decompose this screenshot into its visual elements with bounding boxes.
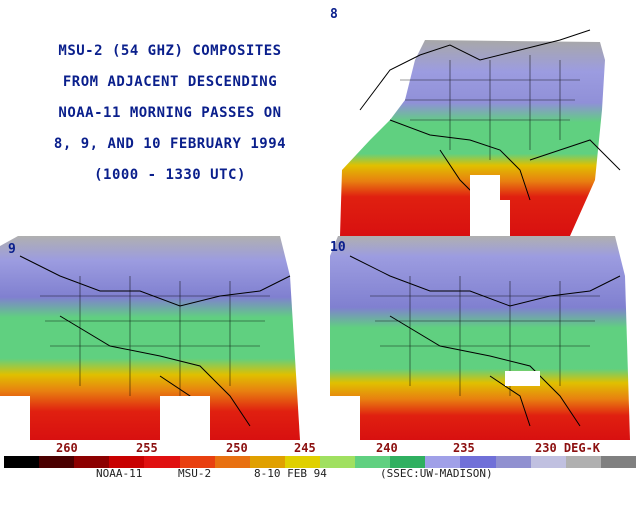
colorbar-segment [319, 456, 356, 468]
colorbar-segment [179, 456, 215, 468]
colorbar [4, 456, 636, 468]
colorbar-segment [600, 456, 636, 468]
footer-satellite: NOAA-11 [96, 467, 143, 480]
panel-label-10: 10 [330, 240, 346, 255]
map-panel-8-svg [340, 29, 621, 236]
map-panel-10: 10 [330, 236, 640, 440]
colorbar-segment [425, 456, 461, 468]
coast-panel-8 [359, 29, 621, 201]
colorbar-segment [4, 456, 40, 468]
title-line-1: MSU-2 (54 GHZ) COMPOSITES [58, 43, 282, 59]
colorbar-segment [355, 456, 391, 468]
state-lines-panel-8 [400, 55, 580, 160]
tick-label: 235 [453, 441, 475, 455]
map-panel-8: 8 [330, 0, 640, 236]
colorbar-segment [530, 456, 566, 468]
tick-label: 255 [136, 441, 158, 455]
title-line-3: NOAA-11 MORNING PASSES ON [58, 105, 282, 121]
mask-gulf-panel-10 [505, 371, 540, 386]
footer-instrument: MSU-2 [178, 467, 212, 480]
tick-label: 230 DEG-K [535, 441, 601, 455]
colorbar-segment [390, 456, 426, 468]
swath-panel-10 [330, 236, 630, 440]
colorbar-segment [144, 456, 180, 468]
tick-label: 250 [226, 441, 248, 455]
tick-label: 260 [56, 441, 78, 455]
title-line-5: (1000 - 1330 UTC) [94, 167, 246, 183]
state-lines-panel-9 [40, 276, 270, 396]
mask-gulf-panel-9 [160, 396, 210, 440]
mask-edge-panel-9 [0, 396, 30, 440]
panel-label-9: 9 [8, 242, 16, 257]
colorbar-segment [74, 456, 110, 468]
colorbar-segment [460, 456, 496, 468]
footer: NOAA-11 MSU-2 8-10 FEB 94 (SSEC:UW-MADIS… [0, 467, 640, 480]
colorbar-segment [284, 456, 320, 468]
title-line-4: 8, 9, AND 10 FEBRUARY 1994 [53, 136, 287, 152]
map-panel-9: 9 [0, 236, 310, 440]
colorbar-segment [495, 456, 531, 468]
footer-credit: (SSEC:UW-MADISON) [380, 467, 493, 480]
swath-panel-9 [0, 236, 300, 440]
map-panel-9-svg [0, 236, 300, 440]
colorbar-segment [565, 456, 601, 468]
colorbar-ticks: 260 255 250 245 240 235 230 DEG-K [40, 441, 640, 456]
colorbar-segment [214, 456, 250, 468]
colorbar-segment [109, 456, 145, 468]
mask-corner-panel-8 [480, 200, 510, 236]
state-lines-panel-10 [370, 276, 600, 396]
footer-dates: 8-10 FEB 94 [254, 467, 327, 480]
title-line-2: FROM ADJACENT DESCENDING [62, 74, 278, 90]
title-block: MSU-2 (54 GHZ) COMPOSITES FROM ADJACENT … [20, 36, 320, 191]
map-panel-10-svg [330, 236, 630, 440]
swath-panel-8 [340, 40, 605, 236]
mask-edge-panel-10 [330, 396, 360, 440]
colorbar-segment [39, 456, 75, 468]
panel-label-8: 8 [330, 7, 338, 22]
tick-label: 245 [294, 441, 316, 455]
colorbar-segment [249, 456, 285, 468]
tick-label: 240 [376, 441, 398, 455]
